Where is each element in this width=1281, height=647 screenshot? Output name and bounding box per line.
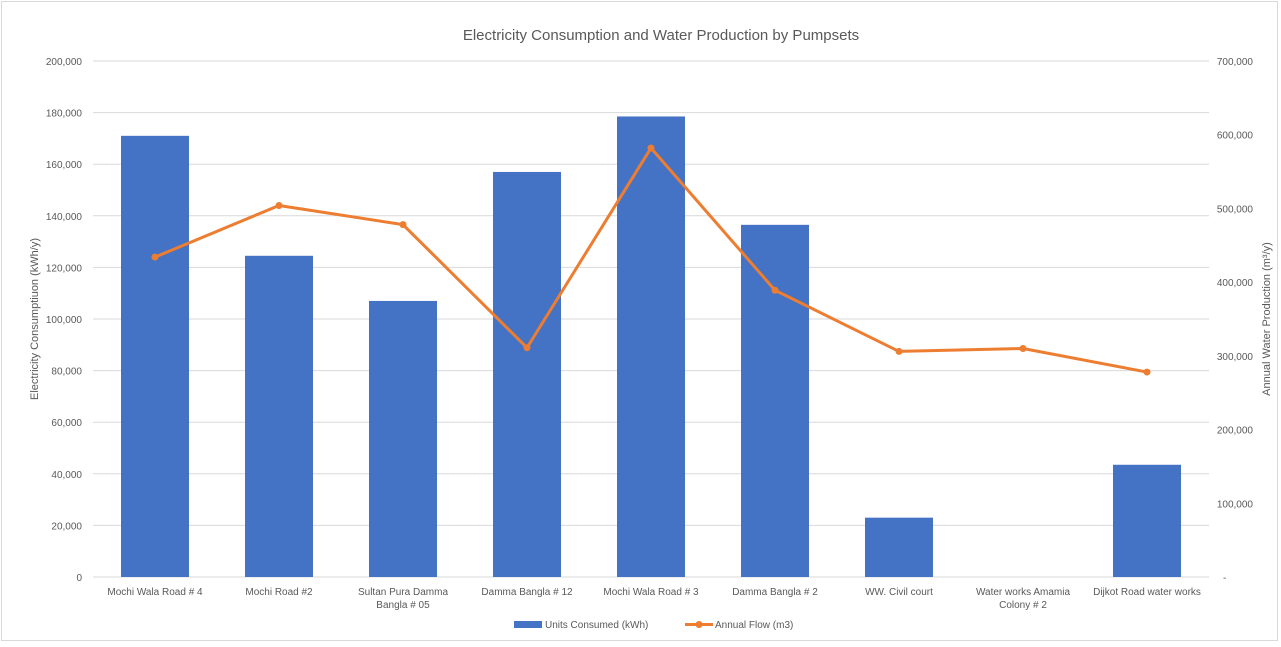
left-tick-label: 120,000	[46, 263, 83, 274]
legend-label: Units Consumed (kWh)	[545, 620, 648, 631]
left-tick-label: 160,000	[46, 160, 83, 171]
bar	[865, 517, 933, 577]
line-point	[1019, 344, 1027, 352]
bar	[741, 224, 809, 577]
category-label: Bangla # 05	[376, 600, 430, 611]
left-axis-ticks: 0 20,000 40,000 60,000 80,000 100,000 120,000 1…	[46, 57, 83, 584]
category-label: Mochi Road #2	[245, 587, 313, 598]
right-tick-label: 400,000	[1217, 278, 1254, 289]
line-point	[895, 347, 903, 355]
right-tick-label: -	[1223, 573, 1226, 584]
line-point	[1143, 368, 1151, 376]
right-tick-label: 500,000	[1217, 204, 1254, 215]
bar	[493, 171, 561, 577]
line-point	[523, 344, 531, 352]
right-tick-label: 700,000	[1217, 57, 1254, 68]
right-tick-label: 600,000	[1217, 131, 1254, 142]
left-tick-label: 40,000	[51, 470, 82, 481]
line-series	[151, 144, 1151, 376]
bar	[121, 135, 189, 577]
right-tick-label: 300,000	[1217, 352, 1254, 363]
category-label: Dijkot Road water works	[1093, 587, 1201, 598]
category-label: Damma Bangla # 2	[732, 587, 818, 598]
category-label: Damma Bangla # 12	[481, 587, 573, 598]
category-labels: Mochi Wala Road # 4 Mochi Road #2 Sultan P…	[107, 587, 1201, 611]
legend-bar-swatch	[514, 621, 542, 628]
left-tick-label: 200,000	[46, 57, 83, 68]
line-point	[647, 144, 655, 152]
category-label: Sultan Pura Damma	[358, 587, 448, 598]
right-axis-title: Annual Water Production (m³/y)	[1261, 242, 1273, 396]
bar	[1113, 464, 1181, 577]
category-label: Colony # 2	[999, 600, 1047, 611]
bar	[617, 116, 685, 577]
left-tick-label: 80,000	[51, 367, 82, 378]
left-tick-label: 140,000	[46, 212, 83, 223]
line-point	[771, 286, 779, 294]
left-tick-label: 0	[76, 573, 82, 584]
bar	[245, 255, 313, 578]
line-point	[151, 253, 159, 261]
category-label: Water works Amamia	[976, 587, 1071, 598]
right-tick-label: 100,000	[1217, 499, 1254, 510]
category-label: Mochi Wala Road # 4	[107, 587, 203, 598]
line-point	[399, 221, 407, 229]
left-tick-label: 20,000	[51, 521, 82, 532]
category-label: WW. Civil court	[865, 587, 933, 598]
left-tick-label: 60,000	[51, 418, 82, 429]
bar-series	[121, 116, 1181, 578]
legend-label: Annual Flow (m3)	[715, 620, 793, 631]
left-tick-label: 100,000	[46, 315, 83, 326]
line-point	[275, 201, 283, 209]
left-tick-label: 180,000	[46, 109, 83, 120]
legend-line-marker	[695, 621, 703, 628]
right-axis-ticks: - 100,000 200,000 300,000 400,000 500,000 600,…	[1217, 57, 1254, 584]
category-label: Mochi Wala Road # 3	[603, 587, 699, 598]
right-tick-label: 200,000	[1217, 426, 1254, 437]
left-axis-title: Electricity Consumptiuon (kWh/y)	[29, 238, 41, 400]
bar	[369, 300, 437, 577]
chart-title: Electricity Consumption and Water Produc…	[463, 27, 859, 44]
legend: Units Consumed (kWh) Annual Flow (m3)	[514, 620, 793, 631]
